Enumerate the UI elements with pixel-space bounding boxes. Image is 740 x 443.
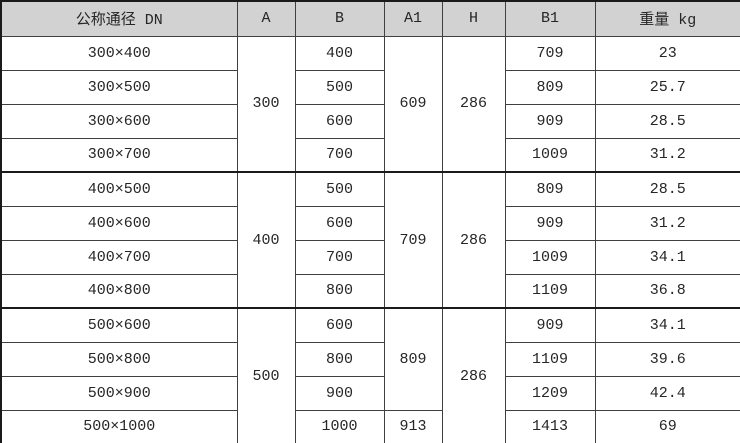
cell-dn: 500×800 xyxy=(0,341,238,377)
table-row: 300×400 300 400 609 286 709 23 xyxy=(0,35,740,173)
cell-weight: 36.8 xyxy=(594,273,740,309)
cell-h: 286 xyxy=(441,307,506,443)
cell-weight: 25.7 xyxy=(594,69,740,105)
cell-b1: 1413 xyxy=(504,409,596,443)
cell-dn: 400×600 xyxy=(0,205,238,241)
table-row: 300×600 600 909 28.5 xyxy=(0,103,740,139)
cell-a1: 609 xyxy=(383,35,443,173)
cell-b1: 809 xyxy=(504,171,596,207)
cell-dn: 300×500 xyxy=(0,69,238,105)
header-cell-b: B xyxy=(294,0,385,37)
cell-h: 286 xyxy=(441,171,506,309)
cell-a: 300 xyxy=(236,35,296,173)
table-row: 300×700 700 1009 31.2 xyxy=(0,137,740,173)
cell-b: 600 xyxy=(294,103,385,139)
header-cell-weight: 重量 kg xyxy=(594,0,740,37)
table-row: 400×600 600 909 31.2 xyxy=(0,205,740,241)
header-cell-dn: 公称通径 DN xyxy=(0,0,238,37)
cell-b1: 1209 xyxy=(504,375,596,411)
cell-b: 400 xyxy=(294,35,385,71)
cell-weight: 34.1 xyxy=(594,239,740,275)
cell-b1: 1109 xyxy=(504,273,596,309)
cell-b1: 809 xyxy=(504,69,596,105)
cell-weight: 39.6 xyxy=(594,341,740,377)
cell-b: 700 xyxy=(294,137,385,173)
cell-b1: 909 xyxy=(504,307,596,343)
table-header: 公称通径 DN A B A1 H B1 重量 kg xyxy=(0,0,740,37)
cell-dn: 400×800 xyxy=(0,273,238,309)
cell-b1: 1009 xyxy=(504,137,596,173)
table-row: 500×600 500 600 809 286 909 34.1 xyxy=(0,307,740,443)
cell-b: 900 xyxy=(294,375,385,411)
cell-weight: 28.5 xyxy=(594,103,740,139)
cell-dn: 400×700 xyxy=(0,239,238,275)
cell-a1: 809 xyxy=(383,307,443,411)
header-cell-h: H xyxy=(441,0,506,37)
table-row: 500×900 900 1209 42.4 xyxy=(0,375,740,411)
cell-dn: 400×500 xyxy=(0,171,238,207)
cell-dn: 500×1000 xyxy=(0,409,238,443)
cell-weight: 31.2 xyxy=(594,205,740,241)
cell-a1: 709 xyxy=(383,171,443,309)
cell-a: 500 xyxy=(236,307,296,443)
cell-dn: 300×700 xyxy=(0,137,238,173)
cell-weight: 42.4 xyxy=(594,375,740,411)
cell-b1: 909 xyxy=(504,103,596,139)
cell-b: 600 xyxy=(294,205,385,241)
table-row: 500×800 800 1109 39.6 xyxy=(0,341,740,377)
cell-b: 1000 xyxy=(294,409,385,443)
cell-b: 600 xyxy=(294,307,385,343)
cell-b1: 709 xyxy=(504,35,596,71)
cell-dn: 500×900 xyxy=(0,375,238,411)
cell-weight: 69 xyxy=(594,409,740,443)
cell-b: 800 xyxy=(294,341,385,377)
cell-b1: 909 xyxy=(504,205,596,241)
cell-b1: 1109 xyxy=(504,341,596,377)
header-cell-a1: A1 xyxy=(383,0,443,37)
cell-dn: 300×400 xyxy=(0,35,238,71)
table-row: 400×500 400 500 709 286 809 28.5 xyxy=(0,171,740,309)
cell-h: 286 xyxy=(441,35,506,173)
cell-weight: 34.1 xyxy=(594,307,740,343)
cell-a: 400 xyxy=(236,171,296,309)
header-row: 公称通径 DN A B A1 H B1 重量 kg xyxy=(0,0,740,37)
table-body: 300×400 300 400 609 286 709 23 300×500 500 809 25.… xyxy=(0,35,740,443)
cell-b1: 1009 xyxy=(504,239,596,275)
table-row: 400×700 700 1009 34.1 xyxy=(0,239,740,275)
table-row: 300×500 500 809 25.7 xyxy=(0,69,740,105)
cell-weight: 28.5 xyxy=(594,171,740,207)
header-cell-b1: B1 xyxy=(504,0,596,37)
header-cell-a: A xyxy=(236,0,296,37)
cell-b: 500 xyxy=(294,171,385,207)
cell-a1: 913 xyxy=(383,409,443,443)
table-row: 400×800 800 1109 36.8 xyxy=(0,273,740,309)
cell-b: 500 xyxy=(294,69,385,105)
cell-weight: 23 xyxy=(594,35,740,71)
cell-dn: 500×600 xyxy=(0,307,238,343)
cell-b: 700 xyxy=(294,239,385,275)
cell-dn: 300×600 xyxy=(0,103,238,139)
cell-b: 800 xyxy=(294,273,385,309)
cell-weight: 31.2 xyxy=(594,137,740,173)
table-row: 500×1000 1000 913 1413 69 xyxy=(0,409,740,443)
